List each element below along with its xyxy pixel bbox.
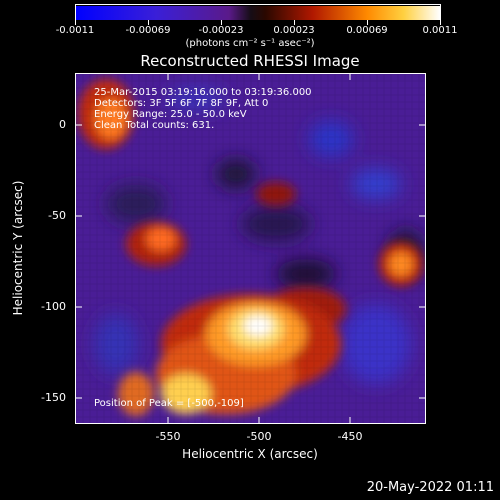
colorbar-gradient bbox=[76, 6, 440, 20]
y-tick-label: -50 bbox=[48, 209, 66, 222]
colorbar-tick bbox=[367, 20, 368, 25]
colorbar-ticks bbox=[75, 20, 441, 25]
rhessi-image[interactable]: 25-Mar-2015 03:19:16.000 to 03:19:36.000… bbox=[75, 73, 426, 424]
colorbar-tick bbox=[294, 20, 295, 25]
x-tick-label: -550 bbox=[155, 430, 181, 443]
y-tick-label: -100 bbox=[41, 300, 66, 313]
colorbar-units: (photons cm⁻² s⁻¹ asec⁻²) bbox=[185, 38, 315, 49]
colorbar-label: 0.0011 bbox=[422, 25, 458, 36]
annotation-detectors: Detectors: 3F 5F 6F 7F 8F 9F, Att 0 bbox=[94, 98, 269, 109]
colorbar-label: -0.00069 bbox=[125, 25, 171, 36]
y-tick-label: 0 bbox=[59, 118, 66, 131]
x-tick-label: -500 bbox=[246, 430, 272, 443]
colorbar-tick bbox=[148, 20, 149, 25]
colorbar-label: 0.00069 bbox=[346, 25, 388, 36]
y-ticks bbox=[75, 124, 426, 399]
annotation-energy: Energy Range: 25.0 - 50.0 keV bbox=[94, 109, 247, 120]
colorbar-tick bbox=[75, 20, 76, 25]
colorbar-tick bbox=[440, 20, 441, 25]
image-title: Reconstructed RHESSI Image bbox=[140, 52, 360, 70]
generation-date: 20-May-2022 01:11 bbox=[366, 480, 494, 495]
annotation-time: 25-Mar-2015 03:19:16.000 to 03:19:36.000 bbox=[94, 87, 312, 98]
y-tick-label: -150 bbox=[41, 391, 66, 404]
colorbar-labels: -0.0011 -0.00069 -0.00023 0.00023 0.0006… bbox=[56, 0, 458, 40]
annotation-peak: Position of Peak = [-500,-109] bbox=[94, 398, 244, 409]
colorbar-label: -0.00023 bbox=[198, 25, 244, 36]
pixel-grid bbox=[76, 74, 425, 423]
rhessi-image-canvas bbox=[76, 74, 425, 423]
annotation-clean: Clean Total counts: 631. bbox=[94, 120, 215, 131]
x-tick-label: -450 bbox=[337, 430, 363, 443]
colorbar bbox=[75, 4, 441, 20]
x-ticks bbox=[167, 73, 351, 424]
colorbar-label: 0.00023 bbox=[273, 25, 315, 36]
colorbar-label: -0.0011 bbox=[55, 25, 95, 36]
y-axis-label: Heliocentric Y (arcsec) bbox=[11, 180, 25, 316]
x-axis-label: Heliocentric X (arcsec) bbox=[182, 447, 318, 461]
colorbar-tick bbox=[221, 20, 222, 25]
